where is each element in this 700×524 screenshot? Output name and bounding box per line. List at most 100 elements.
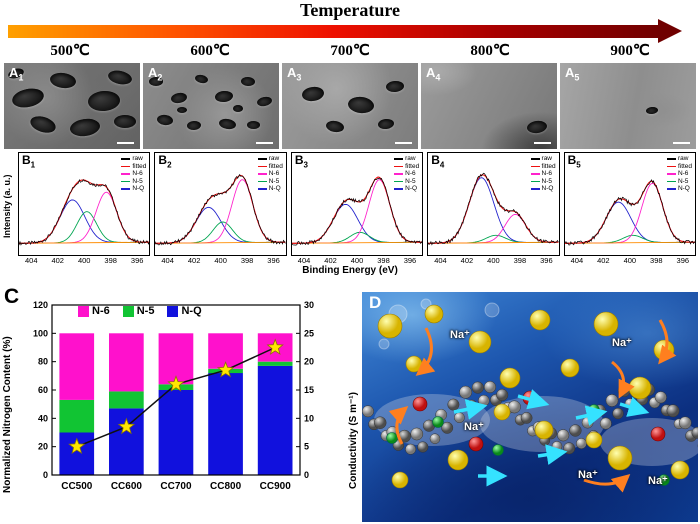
- pore: [170, 91, 188, 105]
- legend-label: raw: [268, 155, 280, 163]
- legend-swatch: [167, 305, 179, 317]
- legend-line-swatch: [257, 173, 267, 175]
- temperature-labels: 500℃ 600℃ 700℃ 800℃ 900℃: [0, 41, 700, 60]
- ion-flow-arrow: [517, 389, 550, 410]
- sem-image-a3: A3: [282, 63, 418, 149]
- n6-curve: [428, 213, 559, 244]
- scale-bar: [395, 142, 412, 144]
- carbon-atom: [362, 405, 374, 418]
- panel-label-b5: B5: [567, 153, 581, 170]
- y-tick-label: 20: [38, 442, 48, 452]
- dopant-atom: [658, 474, 670, 486]
- legend-label: N-6: [405, 170, 416, 178]
- legend-label: N-6: [677, 170, 689, 178]
- temp-label-500: 500℃: [50, 43, 90, 59]
- y-tick-label: 25: [304, 328, 314, 338]
- baseline-curve: [564, 241, 696, 244]
- pore: [106, 68, 134, 87]
- x-tick-label: 400: [623, 256, 637, 265]
- x-tick-label: 396: [130, 256, 144, 265]
- legend-item: N-Q: [121, 185, 146, 193]
- xps-legend: raw fitted N-6 N-5 N-Q: [665, 155, 694, 193]
- legend-item: N-5: [666, 178, 692, 186]
- legend-line-swatch: [530, 173, 540, 175]
- bubble: [378, 338, 390, 350]
- sodium-ion: [493, 403, 511, 421]
- n6-curve: [19, 191, 150, 244]
- baseline-curve: [428, 241, 559, 244]
- sodium-ion: [424, 304, 444, 324]
- legend-label: N-5: [268, 177, 280, 185]
- raw-curve: [428, 172, 559, 246]
- legend-line-swatch: [121, 180, 131, 182]
- conductivity-star-marker: [117, 417, 136, 435]
- pore: [247, 121, 260, 129]
- pore: [347, 95, 375, 115]
- pore: [177, 107, 187, 113]
- carbon-atom: [575, 438, 587, 449]
- legend-line-swatch: [394, 180, 404, 182]
- sem-row: A1 A2 A3 A4 A5: [4, 63, 696, 149]
- panel-label-a2: A2: [148, 65, 163, 83]
- xps-row: Intensity (a. u.) B1 raw fitted N-6 N-5 N-Q …: [0, 152, 700, 288]
- legend-label: fitted: [677, 162, 693, 170]
- y-tick-label: 5: [304, 442, 309, 452]
- xps-plot: [291, 176, 423, 246]
- conductivity-star-marker: [68, 437, 86, 454]
- sem-image-a5: A5: [560, 63, 696, 149]
- y-tick-label: 0: [304, 470, 309, 480]
- legend-item: N-6: [530, 170, 556, 178]
- carbon-atom: [478, 394, 490, 407]
- raw-curve: [155, 173, 286, 246]
- legend-item: N-Q: [666, 185, 692, 193]
- temperature-gradient-arrow: [8, 25, 660, 38]
- legend-label: N-5: [405, 177, 416, 185]
- raw-curve: [19, 178, 150, 246]
- sodium-ion: [593, 311, 619, 337]
- legend-item-n6: N-6: [78, 305, 110, 317]
- bar-segment: [59, 333, 95, 400]
- illustration-graphics: [362, 298, 698, 493]
- legend-item-n5: N-5: [122, 305, 154, 317]
- ion-flow-arrow: [453, 399, 488, 420]
- x-tick-label: 404: [161, 256, 174, 265]
- y-tick-label: 20: [304, 357, 314, 367]
- insertion-arrow: [658, 319, 677, 365]
- x-tick-label: 398: [650, 256, 663, 265]
- nitrogen-atom: [468, 436, 484, 452]
- insertion-arrow: [611, 360, 635, 399]
- carbon-atom: [581, 416, 594, 429]
- xps-legend: raw fitted N-6 N-5 N-Q: [256, 155, 284, 193]
- legend-label: raw: [132, 155, 143, 163]
- panel-label-b4: B4: [431, 153, 445, 170]
- bubble: [420, 298, 432, 310]
- legend-line-swatch: [121, 173, 131, 175]
- pore: [645, 106, 659, 115]
- pore: [114, 115, 136, 128]
- legend-item: fitted: [666, 162, 693, 171]
- carbon-atom: [551, 441, 563, 452]
- legend-line-swatch: [530, 180, 540, 182]
- x-category-label: CC800: [210, 481, 242, 492]
- legend-item-nq: N-Q: [167, 305, 202, 317]
- legend-label: raw: [405, 155, 416, 163]
- xps-plot: [428, 172, 559, 246]
- raw-curve: [291, 177, 423, 246]
- x-tick-label: 402: [460, 256, 474, 265]
- panel-label-a4: A4: [426, 65, 441, 83]
- carbon-atom: [605, 394, 619, 407]
- sodium-ion: [405, 355, 423, 373]
- bar-segment: [257, 365, 293, 475]
- pore: [218, 117, 237, 131]
- carbon-atom: [691, 426, 698, 439]
- xps-y-axis-label: Intensity (a. u.): [2, 174, 12, 238]
- y-tick-label: 0: [43, 470, 48, 480]
- x-tick-label: 404: [570, 256, 584, 265]
- pore: [87, 89, 121, 113]
- legend-line-swatch: [121, 158, 131, 160]
- legend-item: fitted: [394, 163, 419, 171]
- xps-plot: [19, 178, 150, 246]
- baseline-curve: [19, 241, 150, 244]
- bar-segment: [109, 391, 144, 409]
- nitrogen-atom: [650, 426, 666, 442]
